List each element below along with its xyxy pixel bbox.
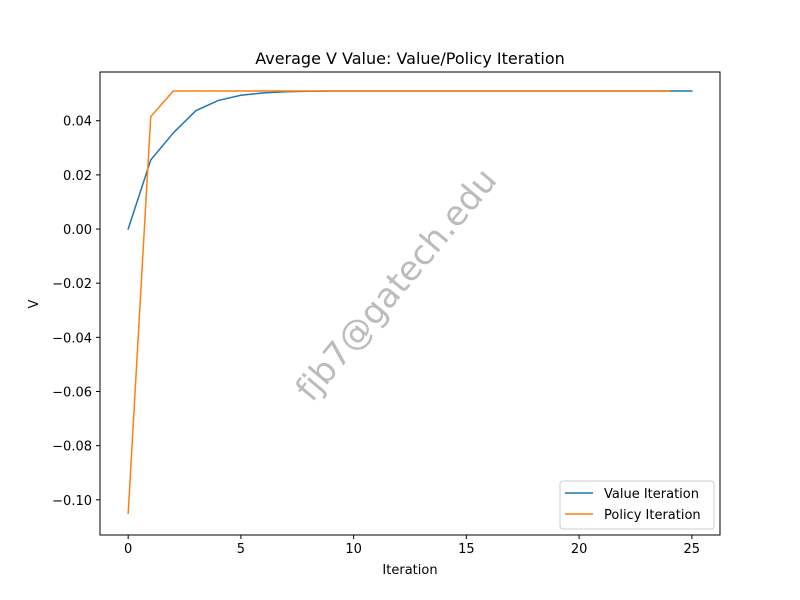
y-axis-title: V <box>27 299 42 308</box>
y-tick-label: 0.04 <box>63 115 92 130</box>
x-tick-label: 20 <box>571 542 588 557</box>
y-tick-label: −0.10 <box>52 494 92 509</box>
y-tick-label: −0.04 <box>52 331 92 346</box>
x-axis-title: Iteration <box>382 563 437 578</box>
chart-title: Average V Value: Value/Policy Iteration <box>255 49 565 68</box>
x-tick-label: 0 <box>124 542 132 557</box>
x-tick-label: 25 <box>684 542 701 557</box>
legend-label: Policy Iteration <box>604 508 701 523</box>
y-tick-label: 0.02 <box>63 169 92 184</box>
y-tick-label: 0.00 <box>63 223 92 238</box>
x-tick-label: 15 <box>458 542 475 557</box>
y-tick-label: −0.02 <box>52 277 92 292</box>
series-line-policy-iteration <box>127 90 671 515</box>
legend-label: Value Iteration <box>604 487 699 502</box>
legend: Value Iteration Policy Iteration <box>559 480 715 530</box>
axes-frame <box>99 71 721 536</box>
y-tick-label: −0.06 <box>52 385 92 400</box>
x-tick-label: 10 <box>345 542 362 557</box>
y-tick-label: −0.08 <box>52 440 92 455</box>
x-tick-label: 5 <box>237 542 245 557</box>
legend-box <box>559 480 715 530</box>
